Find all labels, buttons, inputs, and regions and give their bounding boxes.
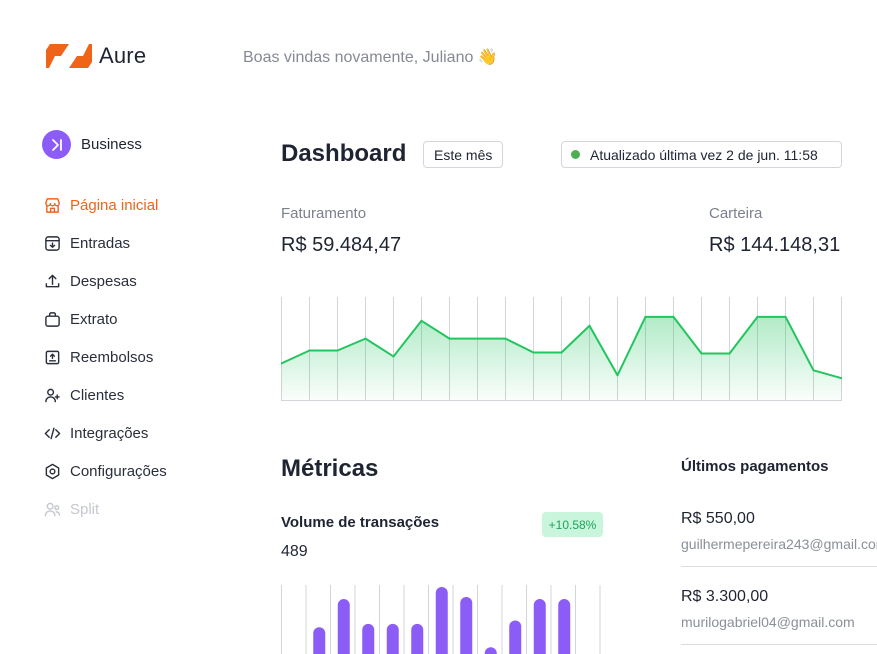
- sidebar-item-label: Entradas: [70, 234, 131, 252]
- chart-area-fill: [281, 316, 842, 400]
- payments-title: Últimos pagamentos: [681, 458, 829, 475]
- sidebar-item-reembolsos[interactable]: Reembolsos: [43, 338, 243, 376]
- brand-logo[interactable]: Aure: [45, 40, 146, 72]
- sidebar-item-label: Reembolsos: [70, 348, 154, 366]
- chart-data-point: [308, 349, 311, 352]
- payment-amount: R$ 550,00: [681, 510, 755, 527]
- chart-data-point: [476, 337, 479, 340]
- sidebar-item-label: Split: [70, 500, 100, 518]
- business-arrow-icon: [42, 130, 71, 159]
- sidebar-item-label: Página inicial: [70, 196, 159, 214]
- sidebar-item-integracoes[interactable]: Integrações: [43, 414, 243, 452]
- chart-bar: [386, 623, 399, 654]
- welcome-message: Boas vindas novamente, Juliano 👋: [243, 49, 498, 66]
- chart-data-point: [532, 351, 535, 354]
- metrics-title: Métricas: [281, 455, 379, 482]
- transaction-volume-value: 489: [281, 543, 308, 560]
- chart-data-point: [281, 362, 283, 365]
- users-icon: [43, 386, 61, 404]
- sidebar-item-label: Clientes: [70, 386, 125, 404]
- bag-icon: [43, 310, 61, 328]
- payment-amount: R$ 3.300,00: [681, 588, 769, 605]
- chart-bar: [533, 599, 546, 654]
- revenue-area-chart: [281, 297, 842, 401]
- chart-bar: [362, 623, 375, 654]
- chart-data-point: [644, 315, 647, 318]
- chart-data-point: [756, 315, 759, 318]
- chart-bar: [484, 647, 497, 654]
- sidebar-item-configuracoes[interactable]: Configurações: [43, 452, 243, 490]
- chart-data-point: [420, 319, 423, 322]
- revenue-value: R$ 59.484,47: [281, 234, 402, 256]
- chart-data-point: [700, 352, 703, 355]
- sidebar-item-split[interactable]: Split: [43, 490, 243, 528]
- payment-divider: [681, 566, 877, 567]
- payment-divider: [681, 644, 877, 645]
- payment-item[interactable]: R$ 3.300,00 murilogabriel04@gmail.com: [681, 588, 877, 630]
- transaction-volume-label: Volume de transações: [281, 514, 440, 531]
- chart-data-point: [728, 352, 731, 355]
- sidebar-item-label: Integrações: [70, 424, 149, 442]
- sidebar-item-clientes[interactable]: Clientes: [43, 376, 243, 414]
- chart-data-point: [448, 337, 451, 340]
- last-updated-status: Atualizado última vez 2 de jun. 11:58: [561, 141, 842, 168]
- upload-arrow-icon: [43, 272, 61, 290]
- chart-data-point: [784, 315, 787, 318]
- app-name: Aure: [99, 43, 147, 68]
- store-icon: [43, 196, 61, 214]
- chart-bar: [509, 620, 522, 654]
- account-label: Business: [81, 136, 142, 153]
- change-badge: +10.58%: [542, 512, 603, 537]
- chart-data-point: [364, 337, 367, 340]
- payment-item[interactable]: R$ 550,00 guilhermepereira243@gmail.com: [681, 510, 877, 552]
- page-title: Dashboard: [281, 140, 407, 167]
- inbox-download-icon: [43, 234, 61, 252]
- wallet-value: R$ 144.148,31: [709, 234, 841, 256]
- chart-data-point: [392, 355, 395, 358]
- chart-data-point: [812, 369, 815, 372]
- transaction-bar-chart: [281, 585, 601, 654]
- period-filter-button[interactable]: Este mês: [423, 141, 504, 168]
- chart-bar: [411, 623, 424, 654]
- wallet-label: Carteira: [709, 205, 763, 222]
- status-text: Atualizado última vez 2 de jun. 11:58: [590, 146, 818, 163]
- chart-data-point: [672, 315, 675, 318]
- sidebar-item-despesas[interactable]: Despesas: [43, 262, 243, 300]
- revenue-label: Faturamento: [281, 205, 367, 222]
- status-dot-icon: [571, 150, 580, 159]
- sidebar-item-pagina-inicial[interactable]: Página inicial: [43, 186, 243, 224]
- sidebar-item-label: Configurações: [70, 462, 167, 480]
- payment-email: murilogabriel04@gmail.com: [681, 614, 855, 630]
- chart-bar: [337, 599, 350, 654]
- chart-bar: [460, 597, 473, 654]
- aure-logo-icon: [46, 44, 92, 68]
- payment-email: guilhermepereira243@gmail.com: [681, 536, 877, 552]
- split-users-icon: [43, 500, 61, 518]
- chart-data-point: [616, 374, 619, 377]
- sidebar-nav: Página inicial Entradas Despesas Extrato…: [43, 186, 243, 528]
- sidebar-item-label: Despesas: [70, 272, 137, 290]
- chart-bar: [313, 627, 326, 654]
- hexagon-settings-icon: [43, 462, 61, 480]
- sidebar-item-label: Extrato: [70, 310, 118, 328]
- chart-data-point: [840, 377, 842, 380]
- chart-bar: [435, 587, 448, 654]
- sidebar-item-entradas[interactable]: Entradas: [43, 224, 243, 262]
- chart-data-point: [336, 349, 339, 352]
- receipt-icon: [43, 348, 61, 366]
- sidebar-item-extrato[interactable]: Extrato: [43, 300, 243, 338]
- chart-data-point: [588, 324, 591, 327]
- chart-data-point: [560, 351, 563, 354]
- code-icon: [43, 424, 61, 442]
- account-switcher[interactable]: Business: [42, 130, 142, 159]
- chart-data-point: [504, 337, 507, 340]
- chart-bar: [558, 599, 571, 654]
